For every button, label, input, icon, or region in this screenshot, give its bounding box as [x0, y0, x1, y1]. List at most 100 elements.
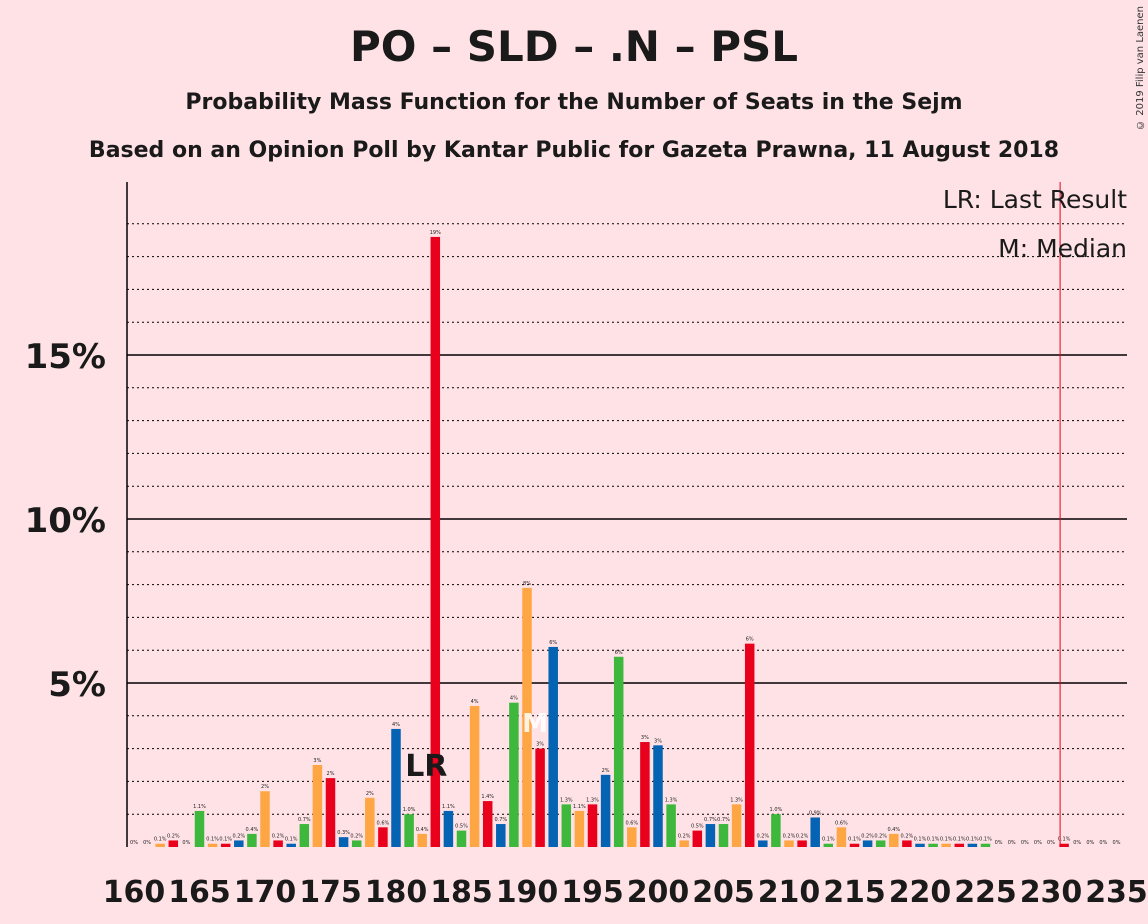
x-tick-label: 170	[234, 875, 297, 910]
bar	[273, 840, 283, 847]
bar	[875, 840, 886, 847]
bar	[640, 742, 650, 847]
bar	[548, 646, 558, 847]
bar-value-label: 0.2%	[796, 833, 809, 839]
bar-value-label: 0.7%	[494, 817, 507, 823]
bar-value-label: 3%	[313, 758, 321, 764]
bar	[469, 705, 480, 847]
bar	[365, 797, 375, 847]
bar	[941, 843, 951, 847]
bar-value-label: 0.2%	[167, 833, 180, 839]
bar-value-label: 0.1%	[940, 837, 953, 843]
bar	[351, 840, 362, 847]
bar	[980, 843, 991, 847]
bar-value-label: 0.2%	[272, 833, 285, 839]
bar-value-label: 0.4%	[887, 827, 900, 833]
bar	[823, 843, 834, 847]
bar-value-label: 19%	[430, 230, 441, 236]
bar-value-label: 1.1%	[442, 804, 455, 810]
bar-value-label: 1.3%	[586, 797, 599, 803]
bar-value-label: 1.0%	[770, 807, 783, 813]
bar-value-label: 0.4%	[416, 827, 429, 833]
bar-value-label: 0.1%	[848, 837, 861, 843]
bar-value-label: 0.1%	[206, 837, 219, 843]
x-tick-label: 195	[561, 875, 624, 910]
bar	[535, 748, 545, 847]
bar	[443, 810, 454, 847]
bar-value-label: 4%	[510, 696, 518, 702]
bar	[731, 804, 742, 847]
bar	[234, 840, 244, 847]
bar-value-label: 0.1%	[822, 837, 835, 843]
bar-value-label: 1.3%	[730, 797, 743, 803]
x-tick-label: 190	[496, 875, 559, 910]
bar-value-label: 1.4%	[481, 794, 494, 800]
bar-value-label: 0.1%	[927, 837, 940, 843]
bar-value-label: 0.2%	[678, 833, 691, 839]
legend-last-result: LR: Last Result	[943, 185, 1127, 214]
bar-value-label: 0.2%	[350, 833, 363, 839]
bar	[286, 843, 296, 847]
bar	[312, 765, 323, 847]
bar	[784, 840, 794, 847]
x-tick-label: 215	[823, 875, 886, 910]
bar-value-label: 4%	[392, 722, 400, 728]
bar-value-label: 1.0%	[403, 807, 416, 813]
y-tick-label: 10%	[25, 501, 106, 541]
bar-value-label: 0.6%	[377, 820, 390, 826]
bar	[456, 830, 467, 847]
bar	[902, 840, 912, 847]
bar-value-label: 0.3%	[337, 830, 350, 836]
bar-value-label: 1.3%	[560, 797, 573, 803]
bar-value-label: 0%	[182, 840, 190, 846]
bar-value-label: 0.5%	[691, 824, 704, 830]
bar-value-label: 4%	[471, 699, 479, 705]
bar	[325, 778, 336, 847]
bar	[718, 824, 729, 847]
bar-value-label: 0.2%	[861, 833, 874, 839]
bar	[155, 843, 165, 847]
bar-value-label: 2%	[261, 784, 269, 790]
bar	[482, 801, 493, 847]
bar	[338, 837, 349, 847]
bar-value-label: 0.1%	[979, 837, 992, 843]
chart-source-line: Based on an Opinion Poll by Kantar Publi…	[88, 138, 1060, 163]
bar-value-label: 0%	[1008, 840, 1016, 846]
bar-value-label: 0.9%	[809, 810, 822, 816]
bar-value-label: 1.3%	[665, 797, 678, 803]
bar	[587, 804, 598, 847]
bar-value-label: 8%	[523, 581, 531, 587]
bar	[299, 824, 310, 847]
bar	[653, 745, 663, 847]
bar	[836, 827, 847, 847]
bar	[705, 824, 716, 847]
bar	[168, 840, 179, 847]
bar-value-label: 0%	[1034, 840, 1042, 846]
bar	[194, 810, 205, 847]
bar	[928, 843, 938, 847]
x-tick-label: 230	[1020, 875, 1083, 910]
bar-value-label: 0.6%	[625, 820, 638, 826]
bar	[496, 824, 506, 847]
bar	[260, 791, 270, 847]
bar	[391, 728, 401, 847]
bar-value-label: 0%	[130, 840, 138, 846]
bar-value-label: 1.1%	[573, 804, 586, 810]
bar	[561, 804, 572, 847]
bar-value-label: 0%	[995, 840, 1003, 846]
bar-value-label: 2%	[327, 771, 335, 777]
bar-value-label: 0.7%	[298, 817, 311, 823]
chart-title: PO – SLD – .N – PSL	[350, 22, 798, 71]
bar-value-label: 0%	[1086, 840, 1094, 846]
y-tick-label: 5%	[48, 665, 106, 705]
bar-value-label: 0%	[1047, 840, 1055, 846]
x-tick-label: 235	[1085, 875, 1148, 910]
bar	[574, 810, 585, 847]
bar-value-label: 0.1%	[219, 837, 232, 843]
bar-value-label: 6%	[746, 637, 754, 643]
bar-value-label: 0.2%	[874, 833, 887, 839]
bar	[889, 833, 899, 847]
bar	[1059, 843, 1069, 847]
bar-value-label: 0.2%	[756, 833, 769, 839]
bar	[967, 843, 978, 847]
